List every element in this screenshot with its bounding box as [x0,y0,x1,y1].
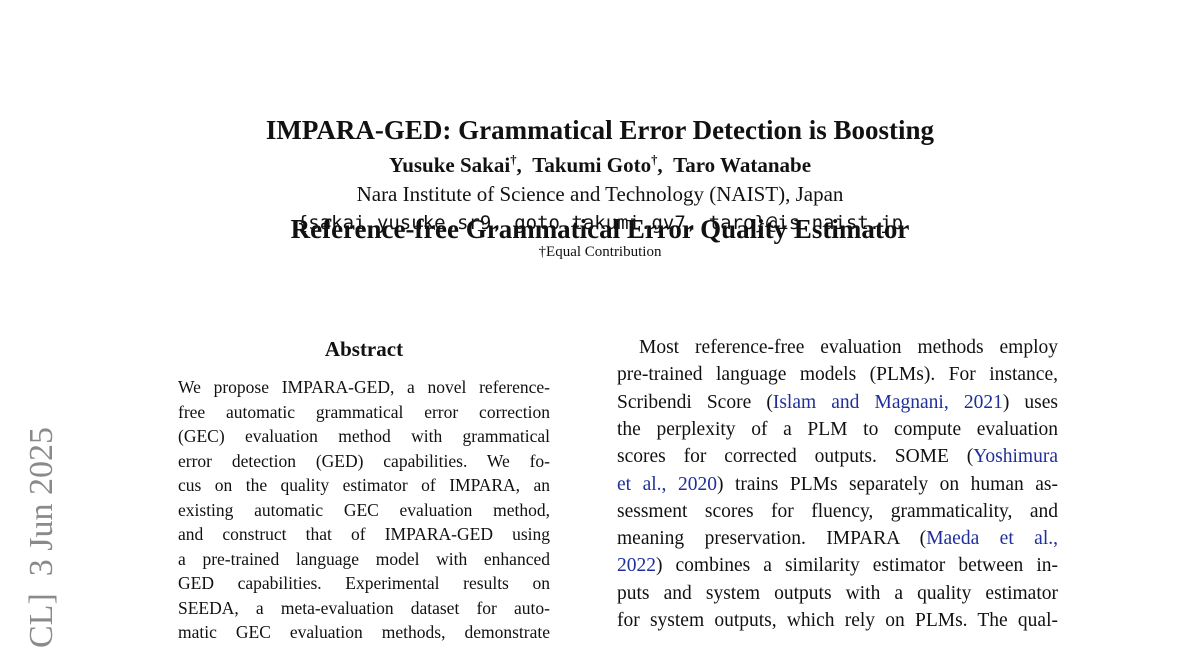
abstract-line: (GEC) evaluation method with grammatical [178,426,550,446]
author-name: Taro Watanabe [673,153,812,177]
body-line: for system outputs, which rely on PLMs. … [617,610,1058,632]
body-line: the perplexity of a PLM to compute evalu… [617,419,1058,441]
author-mark: † [651,153,658,167]
text: scores for corrected outputs. SOME ( [617,446,974,468]
citation: Islam and Magnani, 2021 [772,391,1003,413]
body-line: meaning preservation. IMPARA (Maeda et a… [617,528,1058,550]
body-line: sessment scores for fluency, grammatical… [617,501,1058,523]
abstract-heading: Abstract [324,337,404,361]
abstract-line: existing automatic GEC evaluation method… [178,499,550,520]
title: IMPARA-GED: Grammatical Error Detection … [0,48,1200,279]
title-line: IMPARA-GED: Grammatical Error Detection … [265,115,935,145]
text: for system outputs, which rely on PLMs. … [617,610,1058,631]
text: ) uses [1002,391,1059,413]
abstract-line: SEEDA, a meta-evaluation dataset for aut… [178,597,550,618]
abstract-line: free automatic grammatical error correct… [178,401,550,422]
body-line: Most reference-free evaluation methods e… [639,337,1058,359]
arxiv-stamp: CL] 3 Jun 2025 [23,427,60,648]
author-separator: , [516,153,522,177]
author-name: Takumi Goto [532,153,652,177]
authors: Yusuke Sakai†, Takumi Goto†, Taro Watana… [0,153,1200,178]
text: pre-trained language models (PLMs). For … [617,364,1058,386]
abstract-line: error detection (GED) capabilities. We f… [178,450,550,471]
body-line: 2022) combines a similarity estimator be… [617,555,1058,577]
abstract-line: cus on the quality estimator of IMPARA, … [178,475,550,495]
abstract-line: and construct that of IMPARA-GED using [178,524,550,544]
text: Scribendi Score ( [617,391,773,413]
abstract-line: matic GEC evaluation methods, demonstrat… [178,622,550,642]
email: {sakai.yusuke.sr9, goto.takumi.gv7, taro… [296,212,904,234]
text: ) combines a similarity estimator betwee… [656,555,1058,577]
note: †Equal Contribution [538,244,662,260]
abstract-line: a pre-trained language model with enhanc… [178,548,550,569]
abstract-line: GED capabilities. Experimental results o… [178,573,550,593]
author-name: Yusuke Sakai [388,153,511,177]
citation: et al., 2020 [617,473,717,495]
text: puts and system outputs with a quality e… [617,582,1058,604]
body-line: et al., 2020) trains PLMs separately on … [617,474,1058,496]
title-line: Reference-free Grammatical Error Quality… [290,214,910,244]
author-separator: , [657,153,663,177]
author-mark: † [510,153,517,167]
citation: 2022 [617,555,656,577]
citation: Yoshimura [973,446,1058,468]
body-line: scores for corrected outputs. SOME (Yosh… [617,446,1058,468]
affiliation: Nara Institute of Science and Technology… [356,182,844,206]
citation: Maeda et al., [926,528,1059,550]
body-line: puts and system outputs with a quality e… [617,583,1058,605]
body-line: pre-trained language models (PLMs). For … [617,364,1058,386]
abstract-line: We propose IMPARA-GED, a novel reference… [178,377,550,397]
text: Most reference-free evaluation methods e… [639,337,1058,358]
text: the perplexity of a PLM to compute evalu… [617,418,1058,440]
text: sessment scores for fluency, grammatical… [617,500,1058,522]
text: ) trains PLMs separately on human as- [716,473,1058,495]
text: meaning preservation. IMPARA ( [617,528,927,550]
body-line: Scribendi Score (Islam and Magnani, 2021… [617,392,1058,414]
